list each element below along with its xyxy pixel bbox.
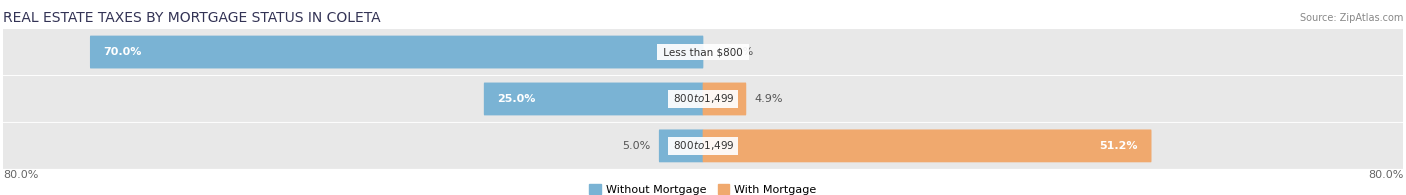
Text: 4.9%: 4.9% — [755, 94, 783, 104]
Text: 0.0%: 0.0% — [725, 47, 754, 57]
FancyBboxPatch shape — [703, 129, 1152, 162]
FancyBboxPatch shape — [703, 82, 747, 115]
Text: $800 to $1,499: $800 to $1,499 — [671, 139, 735, 152]
Text: 80.0%: 80.0% — [3, 170, 38, 180]
FancyBboxPatch shape — [484, 82, 703, 115]
Text: 51.2%: 51.2% — [1099, 141, 1137, 151]
Text: 70.0%: 70.0% — [104, 47, 142, 57]
Text: REAL ESTATE TAXES BY MORTGAGE STATUS IN COLETA: REAL ESTATE TAXES BY MORTGAGE STATUS IN … — [3, 11, 381, 25]
Text: Source: ZipAtlas.com: Source: ZipAtlas.com — [1301, 13, 1403, 23]
Text: 25.0%: 25.0% — [498, 94, 536, 104]
FancyBboxPatch shape — [659, 129, 703, 162]
Text: Less than $800: Less than $800 — [659, 47, 747, 57]
FancyBboxPatch shape — [3, 76, 1403, 122]
Text: 5.0%: 5.0% — [623, 141, 651, 151]
FancyBboxPatch shape — [3, 29, 1403, 75]
Text: $800 to $1,499: $800 to $1,499 — [671, 92, 735, 105]
FancyBboxPatch shape — [3, 123, 1403, 169]
FancyBboxPatch shape — [90, 36, 703, 68]
Text: 80.0%: 80.0% — [1368, 170, 1403, 180]
Legend: Without Mortgage, With Mortgage: Without Mortgage, With Mortgage — [589, 184, 817, 195]
